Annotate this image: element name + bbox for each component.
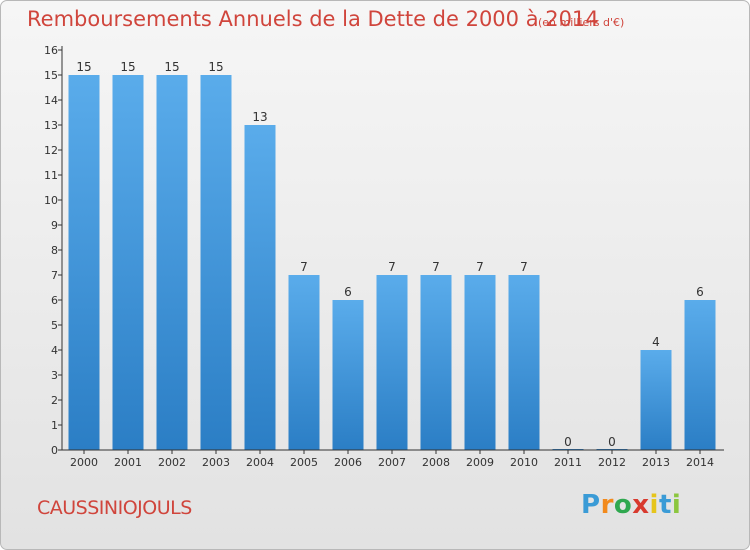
y-tick-label: 9 [51,219,58,232]
bar-2009 [464,275,496,450]
bar-value-label: 0 [608,435,616,449]
logo-letter: P [581,490,601,520]
bar-value-label: 15 [120,60,135,74]
y-tick-label: 14 [44,94,58,107]
y-tick-label: 2 [51,394,58,407]
bar-value-label: 7 [388,260,396,274]
x-tick-label: 2006 [334,456,362,469]
bar-value-label: 15 [164,60,179,74]
x-tick-label: 2000 [70,456,98,469]
x-tick-label: 2012 [598,456,626,469]
y-tick-label: 16 [44,44,58,57]
y-tick-label: 13 [44,119,58,132]
logo-letter: t [658,490,672,520]
bar-2000 [68,75,100,450]
bar-value-label: 15 [76,60,91,74]
y-tick-label: 10 [44,194,58,207]
unit-note: (en milliers d'€) [538,16,625,29]
x-tick-label: 2003 [202,456,230,469]
x-tick-label: 2007 [378,456,406,469]
bar-2014 [684,300,716,450]
bar-2001 [112,75,144,450]
bar-2006 [332,300,364,450]
bar-value-label: 7 [432,260,440,274]
logo-letter: i [649,490,659,520]
logo-letter: o [613,490,633,520]
bar-value-label: 4 [652,335,660,349]
y-tick-label: 0 [51,444,58,457]
y-tick-label: 15 [44,69,58,82]
bar-2003 [200,75,232,450]
y-tick-label: 6 [51,294,58,307]
x-tick-label: 2005 [290,456,318,469]
chart-title: Remboursements Annuels de la Dette de 20… [27,7,599,31]
proxiti-logo: Proxiti [581,490,681,520]
bar-2004 [244,125,276,450]
y-tick-label: 3 [51,369,58,382]
bar-value-label: 7 [520,260,528,274]
x-tick-label: 2004 [246,456,274,469]
commune-name: CAUSSINIOJOULS [37,497,192,519]
bar-2013 [640,350,672,450]
bars: 15 15 15 15 13 7 6 7 7 7 7 0 0 4 6 [68,60,716,450]
logo-letter: i [671,490,682,520]
bar-2008 [420,275,452,450]
bar-value-label: 15 [208,60,223,74]
x-tick-label: 2010 [510,456,538,469]
bar-2002 [156,75,188,450]
x-tick-label: 2013 [642,456,670,469]
y-tick-label: 8 [51,244,58,257]
logo-letter: r [600,490,614,520]
bar-value-label: 7 [476,260,484,274]
bar-value-label: 0 [564,435,572,449]
x-tick-label: 2014 [686,456,714,469]
x-tick-label: 2002 [158,456,186,469]
bar-2005 [288,275,320,450]
x-tick-label: 2008 [422,456,450,469]
bar-value-label: 6 [344,285,352,299]
bar-2007 [376,275,408,450]
x-axis: 2000 2001 2002 2003 2004 2005 2006 2007 2008 2009… [62,449,724,469]
bar-value-label: 13 [252,110,267,124]
y-tick-label: 11 [44,169,58,182]
x-tick-label: 2009 [466,456,494,469]
x-tick-label: 2001 [114,456,142,469]
logo-letter: x [632,490,650,520]
y-tick-label: 4 [51,344,58,357]
y-tick-label: 5 [51,319,58,332]
bar-value-label: 7 [300,260,308,274]
y-tick-label: 1 [51,419,58,432]
x-tick-label: 2011 [554,456,582,469]
bar-value-label: 6 [696,285,704,299]
y-tick-label: 7 [51,269,58,282]
y-tick-label: 12 [44,144,58,157]
bar-2010 [508,275,540,450]
